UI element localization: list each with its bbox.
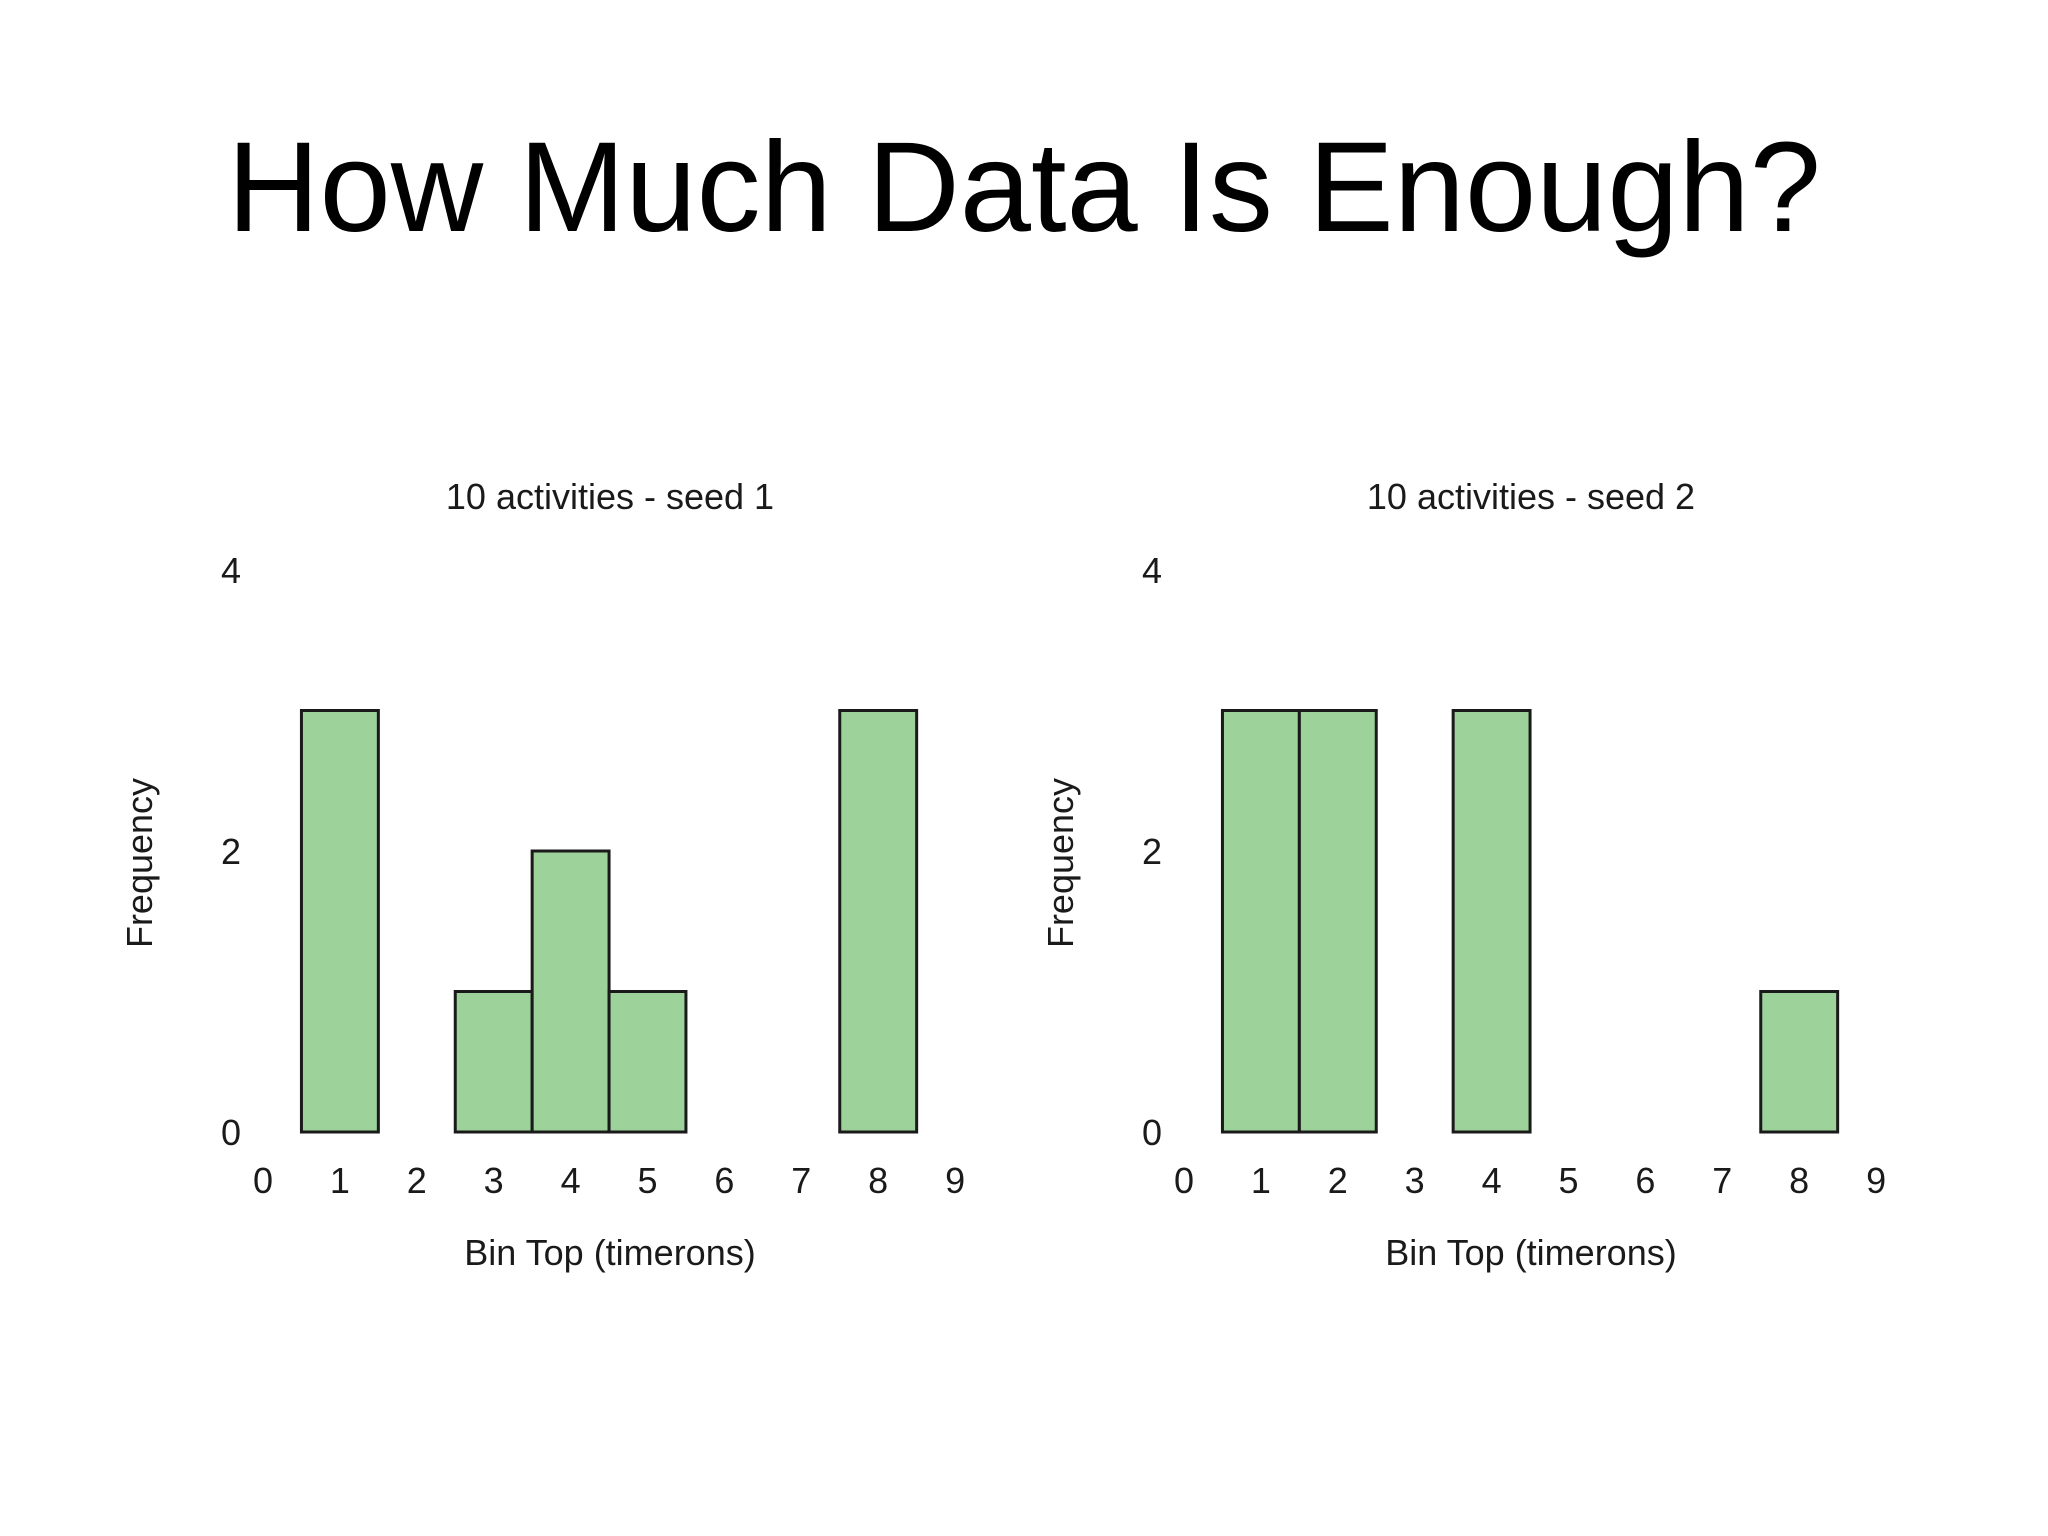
y-tick-label: 0 [1142,1112,1162,1153]
histogram-bar [453,990,534,1134]
x-tick-label: 1 [1251,1160,1271,1201]
x-tick-label: 3 [1405,1160,1425,1201]
y-axis-label: Frequency [1040,778,1081,948]
x-tick-label: 1 [330,1160,350,1201]
x-tick-label: 3 [484,1160,504,1201]
y-tick-label: 2 [1142,831,1162,872]
histogram-bar [838,709,919,1134]
histogram-bar [1451,709,1532,1134]
x-tick-label: 8 [1789,1160,1809,1201]
y-tick-label: 2 [221,831,241,872]
histogram-bar [299,709,380,1134]
histogram-bar [607,990,688,1134]
histogram-seed-1: 10 activities - seed 1 0 2 4 0 1 2 3 4 5 6 7 8 9 Bin T… [119,476,965,1273]
x-tick-label: 2 [407,1160,427,1201]
x-tick-label: 0 [253,1160,273,1201]
x-tick-label: 6 [1635,1160,1655,1201]
chart-title: 10 activities - seed 2 [1367,476,1695,517]
x-tick-label: 9 [945,1160,965,1201]
slide-title: How Much Data Is Enough? [227,116,1821,259]
x-tick-label: 6 [714,1160,734,1201]
y-tick-label: 0 [221,1112,241,1153]
x-tick-label: 7 [791,1160,811,1201]
x-tick-label: 2 [1328,1160,1348,1201]
x-tick-label: 4 [1482,1160,1502,1201]
x-axis-label: Bin Top (timerons) [464,1232,755,1273]
x-tick-label: 5 [637,1160,657,1201]
histogram-bar [1220,709,1301,1134]
chart-title: 10 activities - seed 1 [446,476,774,517]
x-axis-label: Bin Top (timerons) [1385,1232,1676,1273]
y-axis-label: Frequency [119,778,160,948]
y-tick-label: 4 [1142,550,1162,591]
x-tick-label: 5 [1558,1160,1578,1201]
histogram-bar [1297,709,1378,1134]
x-tick-label: 7 [1712,1160,1732,1201]
x-tick-label: 8 [868,1160,888,1201]
x-tick-label: 0 [1174,1160,1194,1201]
x-tick-label: 9 [1866,1160,1886,1201]
histogram-bar [530,849,611,1134]
y-tick-label: 4 [221,550,241,591]
histogram-seed-2: 10 activities - seed 2 0 2 4 0 1 2 3 4 5 6 7 8 9 Bin T… [1040,476,1886,1273]
x-tick-label: 4 [561,1160,581,1201]
histogram-bar [1759,990,1840,1134]
